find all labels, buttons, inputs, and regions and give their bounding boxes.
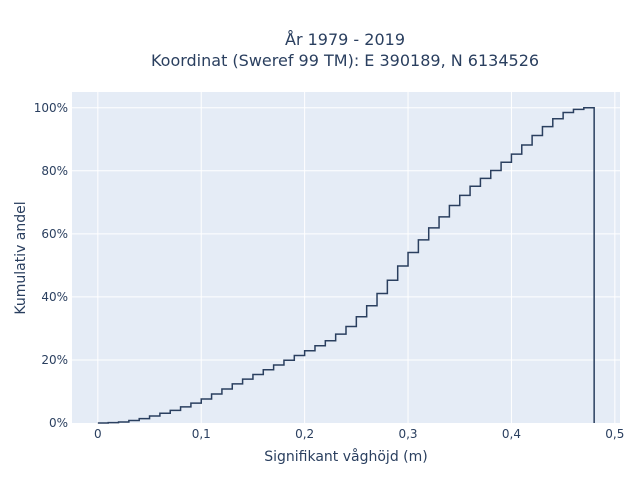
y-axis-ticks: 0% 20% 40% 60% 80% 100% xyxy=(34,101,68,430)
y-tick-label: 20% xyxy=(41,353,68,367)
series-line xyxy=(97,107,595,424)
chart-title-line-1: År 1979 - 2019 xyxy=(285,30,405,49)
chart-title-line-2: Koordinat (Sweref 99 TM): E 390189, N 61… xyxy=(151,51,539,70)
series-layer xyxy=(97,107,595,424)
y-axis-title: Kumulativ andel xyxy=(13,201,29,314)
grid xyxy=(72,92,620,423)
x-tick-label: 0,3 xyxy=(398,427,417,441)
x-tick-label: 0 xyxy=(94,427,102,441)
y-tick-label: 60% xyxy=(41,227,68,241)
x-tick-label: 0,2 xyxy=(295,427,314,441)
plot-area xyxy=(72,92,620,423)
x-tick-label: 0,5 xyxy=(605,427,624,441)
y-tick-label: 0% xyxy=(49,416,68,430)
x-axis-ticks: 0 0,1 0,2 0,3 0,4 0,5 xyxy=(94,427,624,441)
y-tick-label: 40% xyxy=(41,290,68,304)
y-tick-label: 100% xyxy=(34,101,68,115)
x-tick-label: 0,4 xyxy=(502,427,521,441)
x-axis-title: Signifikant våghöjd (m) xyxy=(264,448,427,465)
y-tick-label: 80% xyxy=(41,164,68,178)
x-tick-label: 0,1 xyxy=(192,427,211,441)
